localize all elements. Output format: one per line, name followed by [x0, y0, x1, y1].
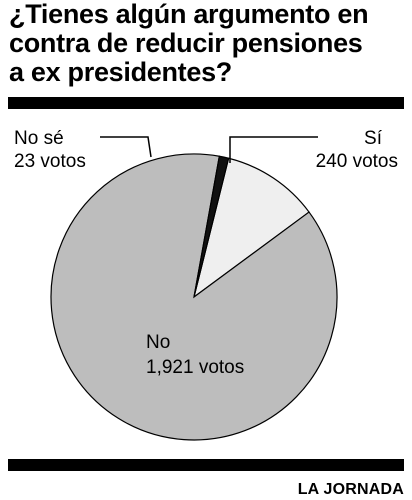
label-no-name: No	[146, 332, 170, 353]
source-credit: LA JORNADA	[297, 481, 404, 498]
pie-slice-si	[193, 157, 310, 299]
leader-si	[229, 136, 318, 163]
title-line-2: contra de reducir pensiones	[9, 28, 363, 58]
title-line-1: ¿Tienes algún argumento en	[9, 0, 369, 29]
label-nose-value: 23 votos	[14, 151, 86, 172]
chart-title: ¿Tienes algún argumento en contra de red…	[9, 0, 409, 87]
pie-slice-nose	[193, 155, 230, 298]
label-si-name: Sí	[364, 128, 383, 149]
pie-slice-no	[50, 153, 338, 441]
pie-slices	[50, 153, 338, 441]
label-nose-name: No sé	[14, 128, 64, 149]
top-rule	[8, 97, 404, 109]
label-si-value: 240 votos	[316, 151, 398, 172]
bottom-rule	[8, 459, 404, 471]
leader-nose	[100, 136, 152, 158]
label-leaders	[100, 136, 318, 163]
label-no-value: 1,921 votos	[146, 357, 244, 378]
title-line-3: a ex presidentes?	[9, 57, 233, 87]
